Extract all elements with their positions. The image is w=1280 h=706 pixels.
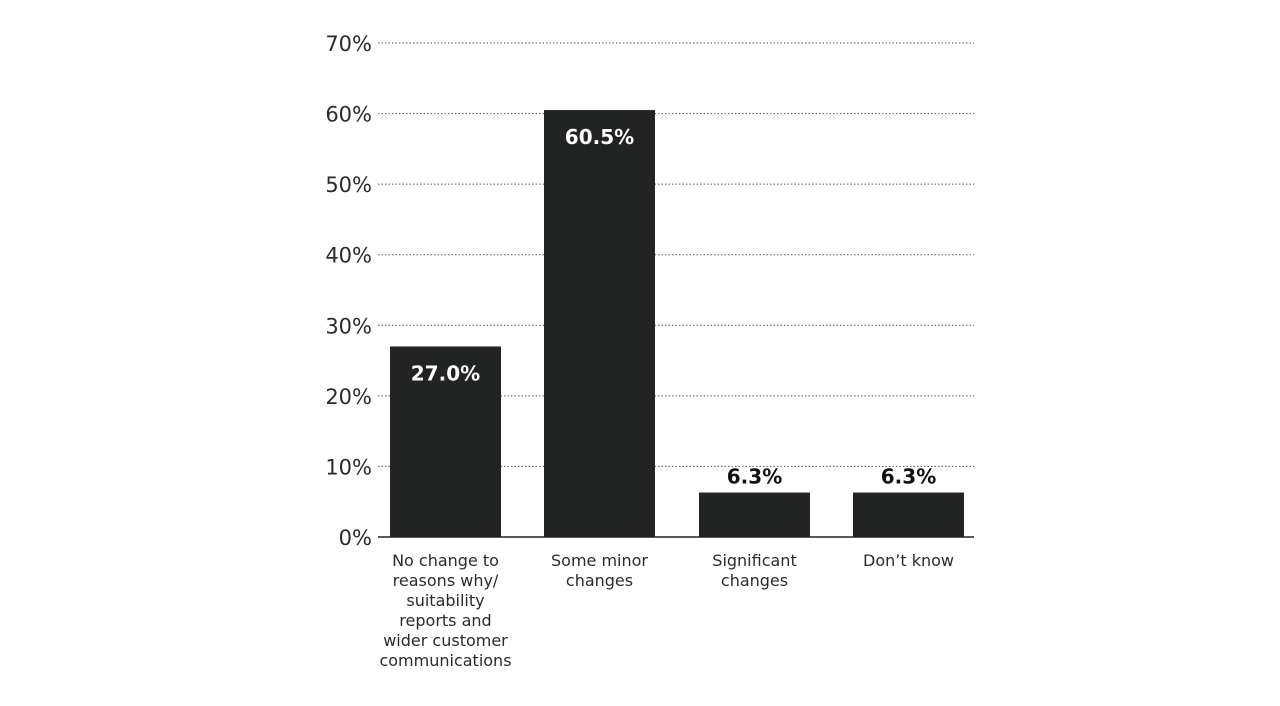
category-label: Don’t know bbox=[863, 551, 954, 570]
bars bbox=[390, 110, 964, 538]
y-tick-label: 60% bbox=[325, 103, 372, 127]
bar bbox=[699, 492, 810, 537]
y-tick-label: 10% bbox=[325, 455, 372, 479]
category-label: Some minor changes bbox=[551, 551, 648, 590]
y-tick-label: 50% bbox=[325, 173, 372, 197]
category-labels: No change to reasons why/suitability repor… bbox=[379, 551, 954, 670]
y-tick-label: 20% bbox=[325, 385, 372, 409]
value-label: 60.5% bbox=[565, 125, 634, 149]
y-tick-label: 0% bbox=[339, 526, 372, 550]
category-label: Significant changes bbox=[712, 551, 796, 590]
y-tick-label: 40% bbox=[325, 244, 372, 268]
value-labels: 27.0% 60.5% 6.3% 6.3% bbox=[411, 125, 936, 488]
value-label: 6.3% bbox=[727, 465, 782, 489]
value-label: 27.0% bbox=[411, 361, 480, 385]
value-label: 6.3% bbox=[881, 465, 936, 489]
bar bbox=[544, 110, 655, 538]
y-tick-label: 30% bbox=[325, 314, 372, 338]
y-axis-tick-labels: 0% 10% 20% 30% 40% 50% 60% 70% bbox=[325, 32, 372, 550]
bar bbox=[853, 492, 964, 537]
bar bbox=[390, 346, 501, 537]
y-tick-label: 70% bbox=[325, 32, 372, 56]
category-label: No change to reasons why/suitability repor… bbox=[379, 551, 511, 670]
